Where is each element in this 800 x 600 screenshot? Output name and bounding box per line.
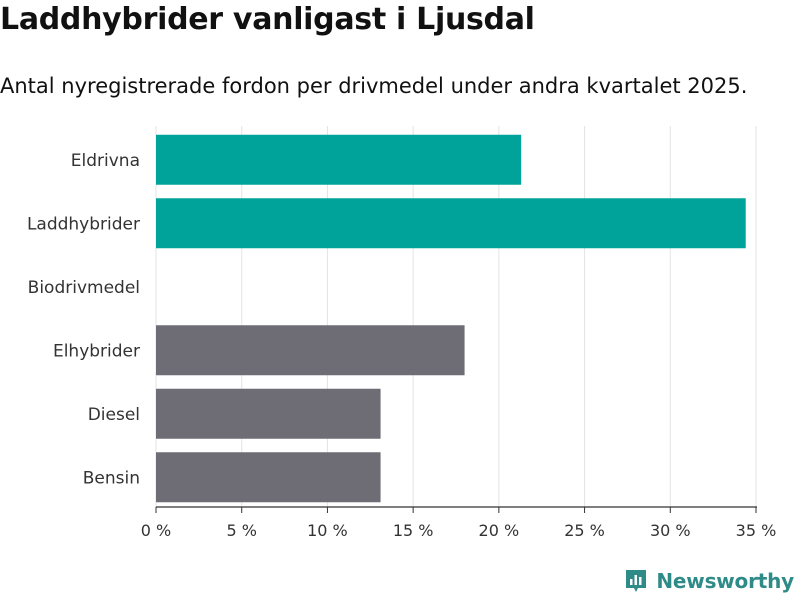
category-label: Laddhybrider xyxy=(27,214,140,234)
bar xyxy=(156,452,381,503)
x-tick-label: 20 % xyxy=(479,521,520,540)
x-tick-label: 5 % xyxy=(226,521,256,540)
bar xyxy=(156,388,381,439)
chart-title: Laddhybrider vanligast i Ljusdal xyxy=(0,2,535,37)
x-tick-label: 30 % xyxy=(650,521,691,540)
x-tick-label: 35 % xyxy=(736,521,777,540)
x-tick-label: 10 % xyxy=(307,521,348,540)
x-tick-label: 0 % xyxy=(141,521,171,540)
bar-chart-logo-icon xyxy=(626,570,647,592)
bar xyxy=(156,198,746,249)
category-label: Biodrivmedel xyxy=(28,278,140,298)
grid-lines xyxy=(155,126,757,507)
bar xyxy=(156,325,465,376)
category-label: Bensin xyxy=(83,468,140,488)
category-label: Diesel xyxy=(88,405,140,425)
chart-subtitle: Antal nyregistrerade fordon per drivmede… xyxy=(0,74,748,98)
x-axis: 0 % 5 % 10 % 15 % 20 % 25 % 30 % 35 % xyxy=(141,506,777,540)
category-label: Eldrivna xyxy=(71,151,140,171)
newsworthy-logo: Newsworthy xyxy=(624,568,794,594)
category-label: Elhybrider xyxy=(53,341,140,361)
bars xyxy=(156,134,746,503)
category-labels: Eldrivna Laddhybrider Biodrivmedel Elhybrid… xyxy=(27,151,140,489)
x-tick-label: 25 % xyxy=(564,521,605,540)
x-tick-label: 15 % xyxy=(393,521,434,540)
bar xyxy=(156,134,522,185)
brand-name: Newsworthy xyxy=(656,569,794,593)
